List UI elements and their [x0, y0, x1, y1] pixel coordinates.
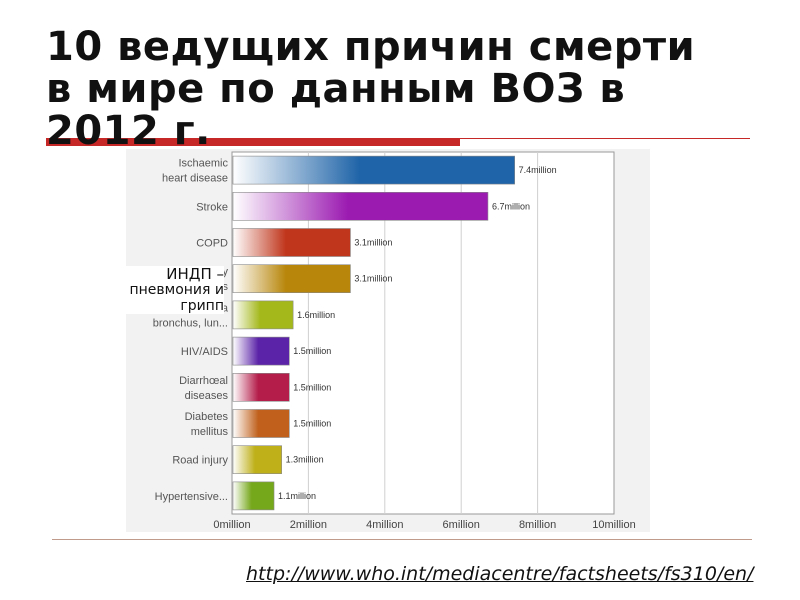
footer-divider	[52, 539, 752, 540]
x-tick-label-2: 4million	[366, 519, 403, 531]
title-underline-thick	[46, 138, 460, 146]
bar-2	[232, 228, 351, 257]
x-tick-label-4: 8million	[519, 519, 556, 531]
bar-7	[232, 409, 290, 438]
overlay-line-1: ИНДП –	[166, 265, 224, 283]
bar-value-label-8: 1.3million	[286, 455, 324, 465]
category-label-2: COPD	[196, 238, 228, 250]
category-label-8: Road injury	[172, 455, 228, 467]
bar-4	[232, 300, 294, 330]
chart-panel: 0million 2million 4million 6million 8million…	[126, 149, 650, 532]
bar-6	[232, 373, 290, 402]
x-tick-label-0: 0million	[213, 519, 250, 531]
bar-value-label-6: 1.5million	[293, 382, 331, 392]
title-line-2: в мире по данным ВОЗ в	[46, 66, 626, 112]
bar-1	[232, 191, 489, 221]
title-line-1: 10 ведущих причин смерти	[46, 24, 696, 70]
slide-title: 10 ведущих причин смерти в мире по данны…	[46, 26, 786, 152]
title-underline-thin	[460, 138, 750, 139]
bar-value-label-5: 1.5million	[293, 346, 331, 356]
category-label-7: Diabetes mellitus	[185, 411, 229, 438]
bar-0	[232, 155, 515, 185]
category-label-1: Stroke	[196, 201, 228, 213]
overlay-annotation: ИНДП – пневмония и грипп	[108, 266, 224, 314]
title-line-3: 2012 г.	[46, 108, 211, 154]
category-label-9: Hypertensive...	[155, 491, 228, 503]
bar-5	[232, 336, 290, 366]
source-link[interactable]: http://www.who.int/mediacentre/factsheet…	[246, 563, 754, 585]
bar-value-label-4: 1.6million	[297, 310, 335, 320]
overlay-line-2: пневмония и	[129, 282, 224, 298]
category-label-6: Diarrhœal diseases	[179, 375, 228, 402]
overlay-line-3: грипп	[180, 298, 224, 314]
bar-value-label-2: 3.1million	[354, 238, 392, 248]
bar-value-label-0: 7.4million	[519, 165, 557, 175]
bar-3	[232, 264, 351, 293]
x-tick-label-5: 10million	[592, 519, 635, 531]
category-label-0: Ischaemic heart disease	[162, 158, 229, 185]
category-label-5: HIV/AIDS	[181, 346, 228, 358]
bar-chart: 0million 2million 4million 6million 8million…	[143, 151, 636, 531]
x-tick-label-1: 2million	[290, 519, 327, 531]
bar-value-label-7: 1.5million	[293, 419, 331, 429]
bar-value-label-3: 3.1million	[354, 274, 392, 284]
bar-8	[232, 445, 282, 475]
bar-value-label-1: 6.7million	[492, 201, 530, 211]
x-tick-label-3: 6million	[443, 519, 480, 531]
bar-9	[232, 481, 275, 511]
bar-value-label-9: 1.1million	[278, 491, 316, 501]
